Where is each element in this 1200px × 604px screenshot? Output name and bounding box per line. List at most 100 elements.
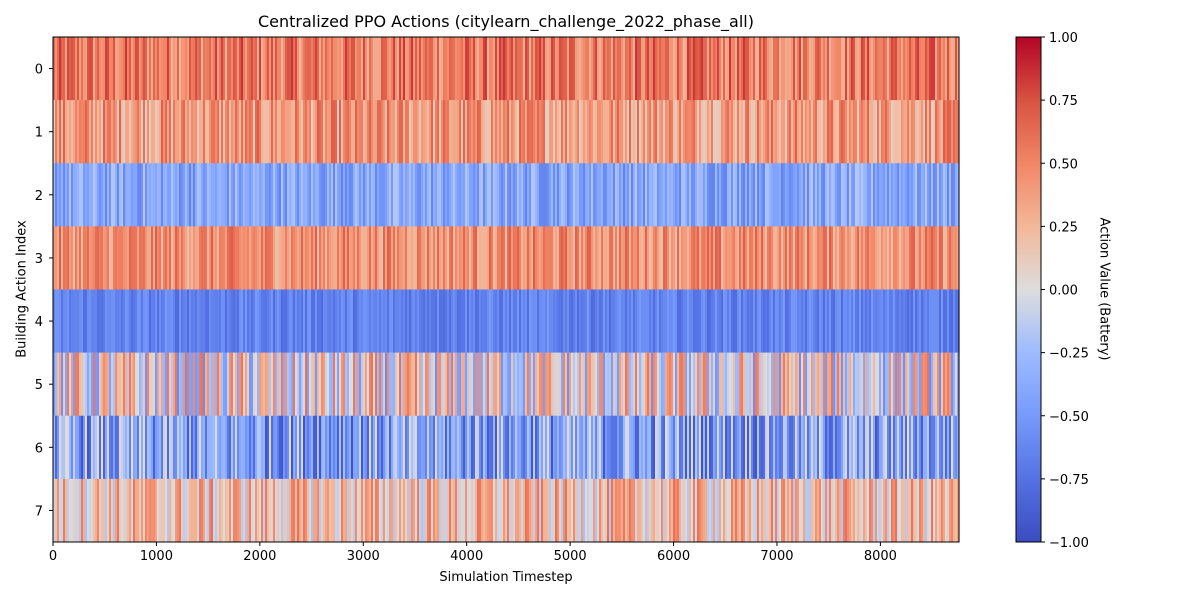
heatmap-cell [315, 37, 318, 101]
heatmap-cell [731, 289, 734, 353]
heatmap-cell [729, 352, 732, 417]
heatmap-cell [353, 352, 356, 417]
heatmap-cell [395, 37, 398, 101]
heatmap-cell [829, 100, 832, 164]
heatmap-cell [273, 37, 276, 101]
heatmap-cell [811, 478, 814, 543]
heatmap-cell [147, 37, 150, 101]
heatmap-cell [511, 415, 514, 480]
heatmap-cell [693, 163, 696, 227]
heatmap-cell [123, 100, 126, 164]
heatmap-cell [657, 100, 660, 164]
heatmap-cell [847, 37, 850, 101]
heatmap-cell [857, 478, 860, 543]
heatmap-cell [587, 289, 590, 353]
heatmap-cell [807, 415, 810, 480]
heatmap-cell [545, 37, 548, 101]
heatmap-cell [279, 37, 282, 101]
heatmap-cell [507, 478, 510, 543]
heatmap-cell [941, 415, 944, 480]
heatmap-cell [773, 163, 776, 227]
heatmap-cell [583, 415, 586, 480]
heatmap-cell [559, 415, 562, 480]
heatmap-cell [947, 226, 950, 290]
heatmap-cell [529, 415, 532, 480]
heatmap-cell [117, 163, 120, 227]
heatmap-cell [843, 37, 846, 101]
heatmap-cell [79, 37, 82, 101]
heatmap-cell [183, 415, 186, 480]
heatmap-cell [939, 226, 942, 290]
heatmap-cell [79, 100, 82, 164]
heatmap-cell [851, 352, 854, 417]
heatmap-cell [583, 226, 586, 290]
heatmap-cell [59, 226, 62, 290]
heatmap-cell [299, 478, 302, 543]
heatmap-cell [911, 37, 914, 101]
heatmap-cell [819, 352, 822, 417]
heatmap-cell [563, 163, 566, 227]
heatmap-cell [643, 289, 646, 353]
heatmap-cell [287, 37, 290, 101]
heatmap-cell [103, 226, 106, 290]
heatmap-cell [929, 478, 932, 543]
heatmap-cell [557, 289, 560, 353]
heatmap-cell [279, 415, 282, 480]
heatmap-cell [357, 415, 360, 480]
heatmap-cell [705, 415, 708, 480]
heatmap-cell [277, 352, 280, 417]
heatmap-cell [207, 352, 210, 417]
heatmap-cell [881, 478, 884, 543]
heatmap-cell [493, 100, 496, 164]
heatmap-cell [675, 226, 678, 290]
heatmap-cell [775, 226, 778, 290]
heatmap-cell [577, 163, 580, 227]
heatmap-cell [537, 226, 540, 290]
heatmap-cell [587, 478, 590, 543]
heatmap-cell [577, 100, 580, 164]
heatmap-cell [189, 415, 192, 480]
heatmap-cell [459, 163, 462, 227]
heatmap-cell [311, 478, 314, 543]
heatmap-cell [853, 163, 856, 227]
heatmap-cell [589, 163, 592, 227]
heatmap-cell [195, 352, 198, 417]
heatmap-cell [783, 478, 786, 543]
heatmap-cell [767, 226, 770, 290]
heatmap-cell [213, 352, 216, 417]
heatmap-cell [337, 37, 340, 101]
heatmap-cell [219, 352, 222, 417]
heatmap-cell [507, 226, 510, 290]
heatmap-cell [623, 100, 626, 164]
heatmap-cell [141, 352, 144, 417]
heatmap-cell [237, 37, 240, 101]
heatmap-cell [413, 289, 416, 353]
heatmap-cell [937, 352, 940, 417]
heatmap-cell [905, 478, 908, 543]
heatmap-cell [349, 415, 352, 480]
heatmap-cell [57, 37, 60, 101]
heatmap-cell [333, 478, 336, 543]
heatmap-cell [829, 415, 832, 480]
heatmap-cell [167, 352, 170, 417]
heatmap-cell [821, 478, 824, 543]
heatmap-cell [273, 478, 276, 543]
heatmap-cell [241, 100, 244, 164]
heatmap-cell [621, 226, 624, 290]
heatmap-cell [759, 478, 762, 543]
heatmap-cell [639, 226, 642, 290]
heatmap-cell [237, 478, 240, 543]
heatmap-cell [153, 37, 156, 101]
heatmap-cell [825, 163, 828, 227]
heatmap-cell [437, 478, 440, 543]
heatmap-cell [127, 289, 130, 353]
heatmap-cell [177, 100, 180, 164]
heatmap-cell [137, 226, 140, 290]
heatmap-cell [659, 100, 662, 164]
heatmap-cell [137, 478, 140, 543]
heatmap-cell [173, 100, 176, 164]
heatmap-cell [709, 415, 712, 480]
heatmap-cell [423, 226, 426, 290]
heatmap-cell [473, 478, 476, 543]
heatmap-cell [417, 163, 420, 227]
